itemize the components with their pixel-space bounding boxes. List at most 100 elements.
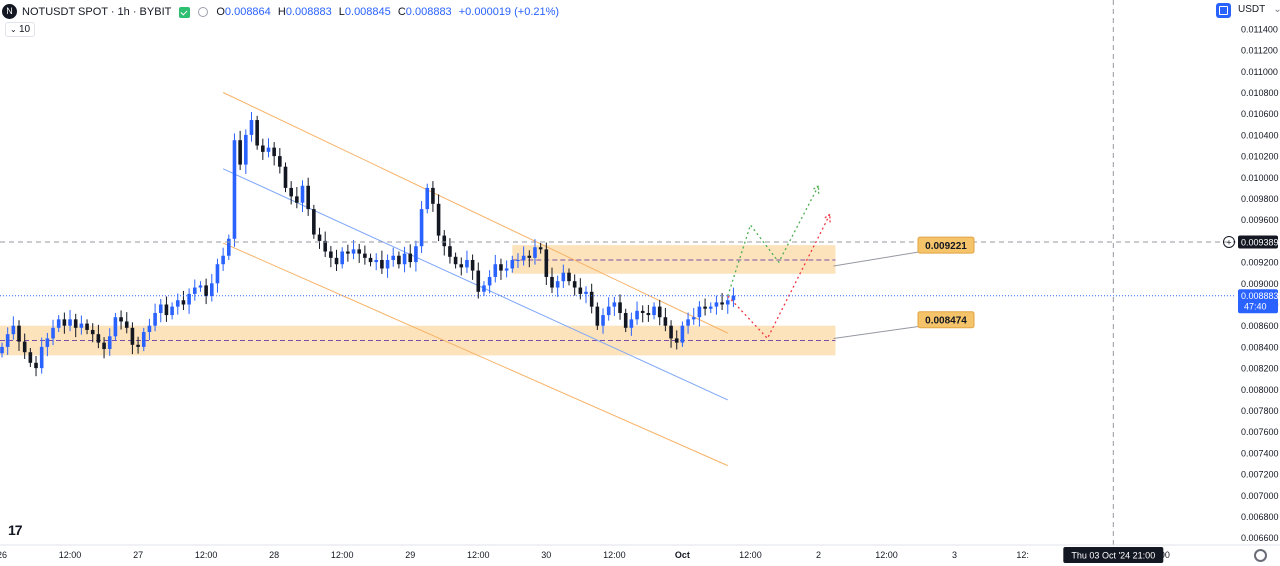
- zone-label-connector-0: [833, 250, 925, 267]
- close-key: C: [397, 6, 406, 18]
- candle-body: [674, 338, 679, 343]
- currency-select[interactable]: USDT ⌄: [1238, 4, 1280, 15]
- crosshair-time-tag: [1063, 547, 1164, 563]
- channel-line-upper: [222, 92, 728, 334]
- candle-body: [402, 253, 407, 265]
- symbol-title[interactable]: NOTUSDT SPOT · 1h · BYBIT: [22, 6, 172, 18]
- y-tick-label: 0.007600: [1241, 427, 1279, 437]
- channel-line-lower: [222, 242, 728, 467]
- candle-body: [340, 251, 344, 265]
- x-tick-label: 12:: [1016, 550, 1029, 560]
- candle-body: [45, 338, 50, 347]
- candle-body: [572, 281, 577, 288]
- candle-body: [34, 362, 38, 369]
- candle-body: [663, 317, 668, 326]
- chevron-down-icon: ⌄: [1273, 4, 1280, 15]
- y-tick-label: 0.009000: [1241, 279, 1279, 289]
- candle-body: [266, 147, 271, 152]
- candle-body: [323, 240, 327, 252]
- candle-body: [680, 325, 685, 343]
- candle-body: [153, 312, 157, 326]
- open-key: O: [216, 6, 225, 18]
- candle-body: [448, 246, 452, 257]
- candle-body: [589, 291, 594, 307]
- candle-body: [306, 185, 310, 210]
- gear-icon[interactable]: [1254, 549, 1267, 562]
- candle-body: [697, 306, 702, 318]
- candle-body: [227, 238, 231, 256]
- high-key: H: [277, 6, 286, 18]
- candle-body: [90, 329, 95, 335]
- zone-label-box-1: [917, 311, 975, 329]
- projection-arrows: [727, 184, 831, 340]
- candle-body: [499, 264, 503, 271]
- candle-body: [300, 185, 305, 203]
- candle-body: [374, 259, 379, 263]
- volume-value: 10: [18, 24, 31, 35]
- currency-label: USDT: [1238, 4, 1266, 15]
- candle-body: [635, 310, 639, 320]
- candle-body: [561, 272, 566, 282]
- change-value: +0.000019 (+0.21%): [458, 6, 560, 18]
- guide-lines: [0, 0, 1236, 545]
- projection-arrowhead-red: [822, 213, 831, 223]
- candle-body: [312, 209, 316, 235]
- visibility-icon[interactable]: [198, 7, 209, 17]
- y-tick-label: 0.008000: [1241, 385, 1279, 395]
- descending-channel: [222, 92, 728, 467]
- y-tick-label: 0.008600: [1241, 321, 1279, 331]
- support-resistance-zones: [0, 245, 836, 356]
- candle-body: [51, 327, 55, 339]
- zone-rect-0: [512, 245, 836, 274]
- y-tick-label: 0.007800: [1241, 406, 1279, 416]
- open-value: 0.008864: [224, 6, 271, 18]
- candle-body: [107, 336, 112, 350]
- candle-body: [102, 342, 106, 350]
- candle-body: [79, 323, 84, 328]
- candle-body: [0, 346, 4, 354]
- candle-body: [198, 285, 203, 288]
- candle-body: [209, 283, 214, 297]
- candle-body: [544, 249, 549, 277]
- candle-body: [329, 251, 333, 258]
- candle-body: [22, 341, 27, 353]
- y-tick-label: 0.006800: [1241, 512, 1279, 522]
- zone-label-connector-1: [833, 325, 925, 340]
- candle-body: [482, 285, 486, 292]
- price-axis[interactable]: 0.011400 0.011200 0.011000 0.010800 0.010600…: [1223, 24, 1279, 543]
- zone-label-box-0: [917, 236, 975, 254]
- candle-body: [232, 140, 237, 239]
- tradingview-logo[interactable]: 17: [8, 522, 23, 538]
- candle-body: [516, 259, 520, 261]
- x-tick-label: 12:00: [59, 550, 82, 560]
- y-tick-label: 0.010200: [1241, 152, 1279, 162]
- symbol-header: NOTUSDT SPOT · 1h · BYBIT O0.008864 H0.0…: [4, 4, 563, 20]
- crosshair-price-tag: [1238, 235, 1278, 249]
- compare-button[interactable]: [1216, 3, 1231, 18]
- candle-body: [28, 352, 33, 363]
- candle-body: [283, 166, 288, 188]
- projection-arrowhead-green: [811, 184, 820, 194]
- candle-body: [408, 253, 413, 263]
- candle-body: [442, 235, 447, 247]
- crosshair-price-label: 0.009389: [1241, 237, 1279, 247]
- time-axis[interactable]: 26 12:00 27 12:00 28 12:00 29 12:00 30 12:00 Oct 12…: [0, 544, 1280, 563]
- x-tick-label: 29: [405, 550, 415, 560]
- y-tick-label: 0.010800: [1241, 88, 1279, 98]
- y-tick-label: 0.011400: [1241, 24, 1278, 34]
- candle-body: [124, 321, 129, 328]
- zone-label-text-1: 0.008474: [925, 316, 967, 327]
- candle-body: [487, 276, 492, 286]
- candle-body: [391, 255, 396, 260]
- y-tick-label: 0.010600: [1241, 109, 1279, 119]
- x-tick-label: 12:00: [875, 550, 898, 560]
- x-tick-label: 12:00: [331, 550, 354, 560]
- candle-body: [295, 196, 299, 203]
- volume-badge[interactable]: ⌄ 10: [5, 22, 36, 37]
- candle-body: [17, 325, 21, 342]
- candle-body: [708, 306, 713, 309]
- candle-body: [346, 251, 350, 254]
- collapse-chevron-icon: ⌄: [10, 25, 19, 34]
- candle-body: [550, 276, 554, 288]
